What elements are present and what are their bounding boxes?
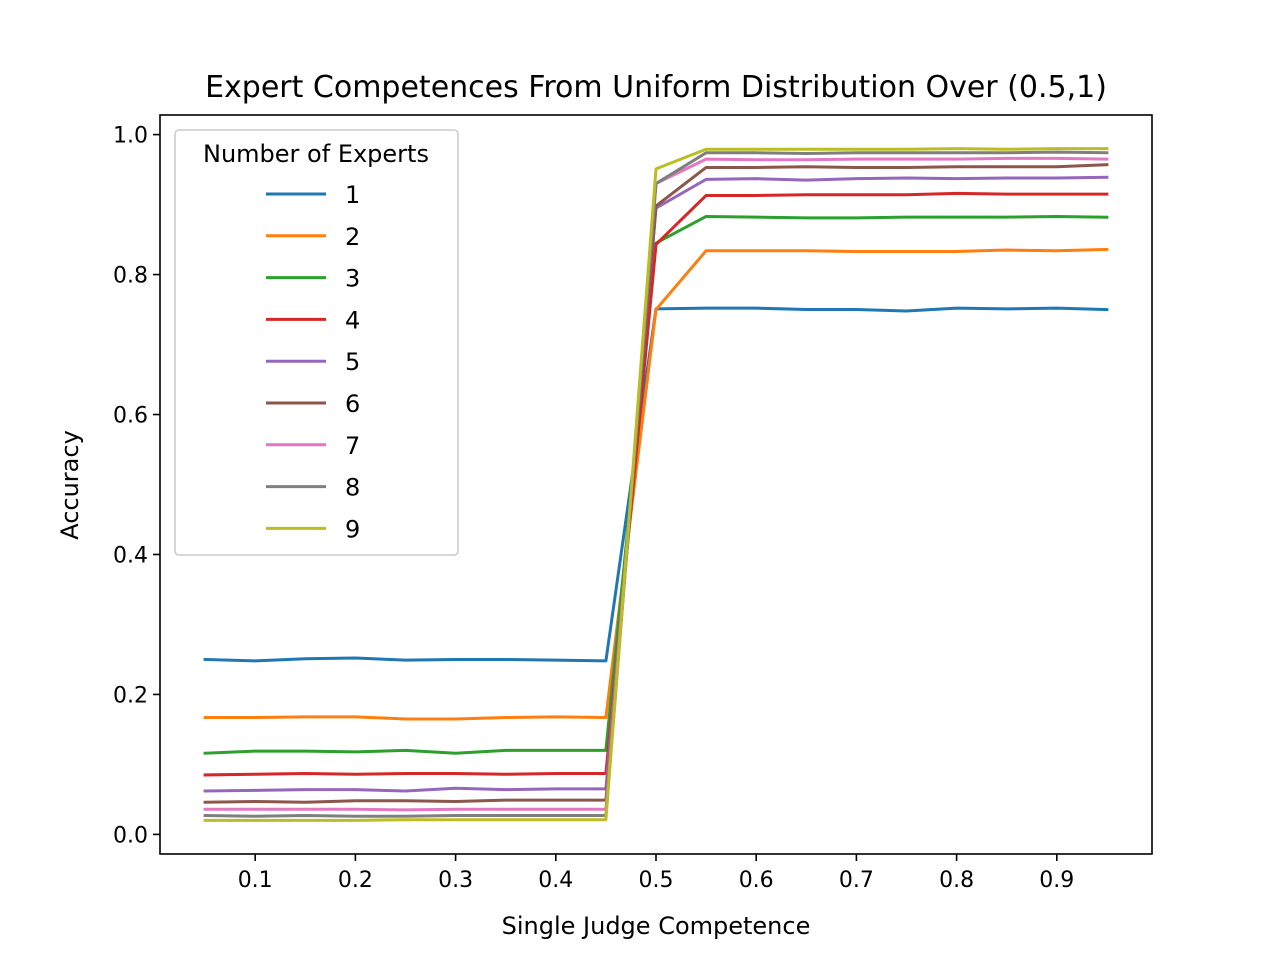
legend-label-2: 2 xyxy=(345,223,360,251)
x-tick-label: 0.1 xyxy=(238,868,273,893)
y-tick-label: 0.8 xyxy=(113,264,148,289)
x-tick-label: 0.6 xyxy=(739,868,774,893)
x-tick-label: 0.7 xyxy=(839,868,874,893)
x-axis-ticks: 0.1 0.2 0.3 0.4 0.5 0.6 0.7 0.8 0.9 xyxy=(238,854,1074,893)
legend-label-6: 6 xyxy=(345,390,360,418)
legend-box xyxy=(174,129,459,556)
x-axis-label: Single Judge Competence xyxy=(502,912,811,940)
legend-label-7: 7 xyxy=(345,432,360,460)
series-line-4 xyxy=(203,191,1109,777)
legend-label-4: 4 xyxy=(345,306,360,334)
y-axis-ticks: 0.0 0.2 0.4 0.6 0.8 1.0 xyxy=(113,124,160,848)
legend-title: Number of Experts xyxy=(203,140,429,168)
legend-label-3: 3 xyxy=(345,265,360,293)
y-tick-label: 0.6 xyxy=(113,404,148,429)
x-tick-label: 0.2 xyxy=(338,868,373,893)
x-tick-label: 0.5 xyxy=(639,868,674,893)
y-tick-label: 0.4 xyxy=(113,543,148,568)
y-tick-label: 0.0 xyxy=(113,823,148,848)
legend-label-1: 1 xyxy=(345,181,360,209)
x-tick-label: 0.9 xyxy=(1039,868,1074,893)
series-line-9 xyxy=(203,147,1109,822)
chart-title: Expert Competences From Uniform Distribu… xyxy=(205,70,1107,105)
legend-entries: 1 2 3 4 5 6 7 8 9 xyxy=(266,181,360,543)
series-line-6 xyxy=(203,163,1109,804)
series-line-2 xyxy=(203,247,1109,721)
legend-label-8: 8 xyxy=(345,474,360,502)
legend-label-9: 9 xyxy=(345,515,360,543)
y-tick-label: 1.0 xyxy=(113,124,148,149)
x-tick-label: 0.8 xyxy=(939,868,974,893)
x-tick-label: 0.4 xyxy=(538,868,573,893)
series-layer xyxy=(203,147,1109,822)
x-tick-label: 0.3 xyxy=(438,868,473,893)
legend-label-5: 5 xyxy=(345,348,360,376)
legend: Number of Experts 1 2 3 4 5 6 7 8 9 xyxy=(174,129,459,556)
y-tick-label: 0.2 xyxy=(113,683,148,708)
y-axis-label: Accuracy xyxy=(56,430,84,540)
